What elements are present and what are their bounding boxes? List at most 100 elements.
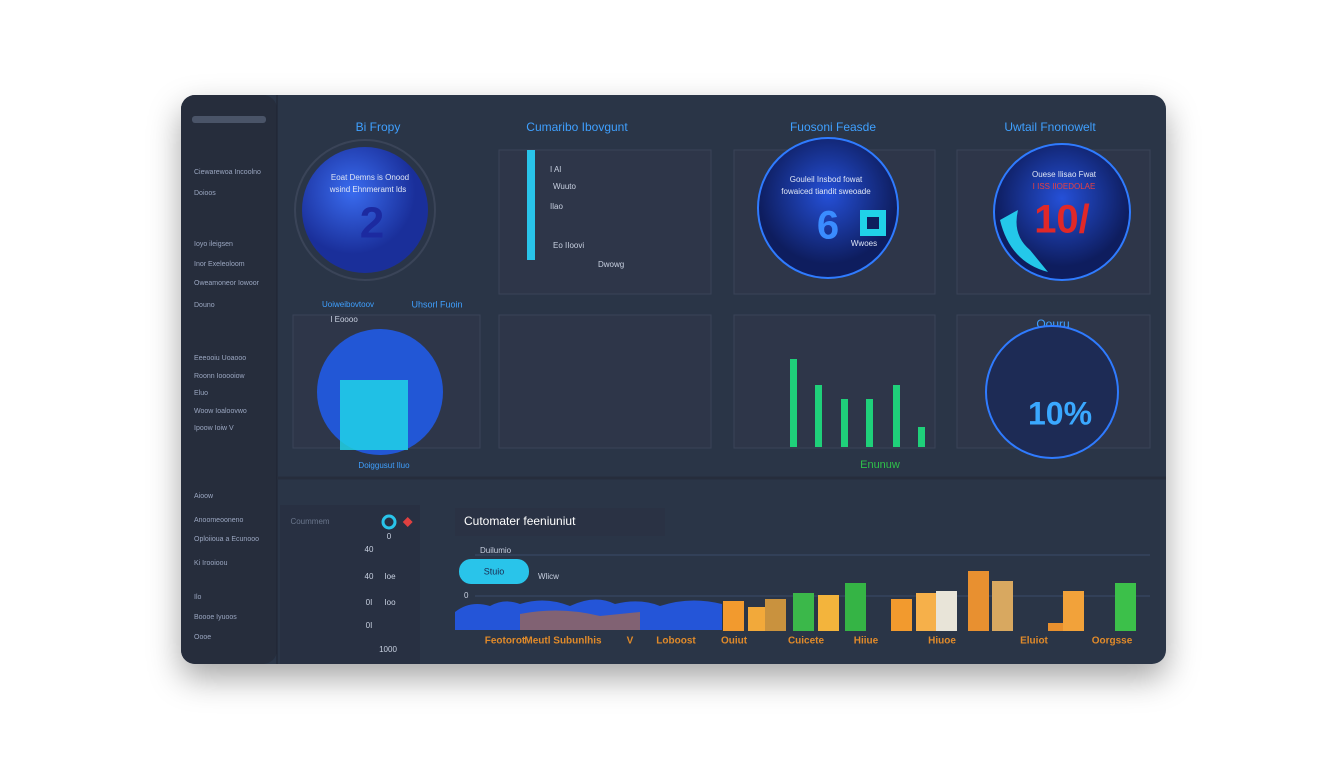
x-tick-label: Oorgsse [1092,636,1133,647]
bar [992,581,1013,631]
circle-text: fowaiced tiandit sweoade [781,187,871,196]
bar-chart [723,571,1136,631]
circle-text: Ouese Ilisao Fwat [1032,170,1097,179]
x-tick-label: V [627,636,634,647]
sidebar-items: Ciewarewoa Incoolno Doioos Ioyo ileigsen In… [194,169,261,641]
x-tick-label: Cuicete [788,636,825,647]
list-row: 1000 [379,645,397,654]
bar [1063,591,1084,631]
note: Doiggusut Iluo [358,461,410,470]
x-tick-label: Loboost [656,636,696,647]
button[interactable] [459,559,529,584]
sidebar-item: Doioos [194,190,216,197]
button-label[interactable]: Stuio [484,566,505,576]
panel-subtitle: Uhsorl Fuoin [411,299,462,309]
mini-bar-chart [790,359,925,447]
blocks [340,380,408,450]
list-item: Ilao [550,202,563,211]
sidebar-item: Ipoow Ioiw V [194,425,234,432]
sidebar-item: Ciewarewoa Incoolno [194,169,261,176]
legend: Duilumio [480,546,512,555]
bar [1115,583,1136,631]
bar [790,359,797,447]
list-panel [280,505,420,664]
list-row: 40 [365,572,374,581]
circle-text: wsind Ehnmeramt lds [329,185,406,194]
sidebar-item: Oploiioua a Ecunooo [194,536,259,543]
x-labels: Feotorot Meutl Subunlhis V Loboost Ouiut Cuic… [485,636,1133,647]
list-item: I Eoooo [330,315,358,324]
bar [845,583,866,631]
circle [993,143,1131,281]
chart-title: Cutomater feeniuniut [464,514,576,528]
panel-title: Uwtail Fnonowelt [1004,120,1096,134]
panel [733,314,936,449]
x-tick-label: Meutl Subunlhis [524,636,602,647]
panel [498,314,712,449]
sidebar-item: Roonn Iooooiow [194,373,246,380]
panel-title: Uoiweibovtoov [322,300,374,309]
big-value: 6 [817,204,839,248]
bar [918,427,925,447]
big-value: 10% [1028,395,1092,431]
icon [381,514,397,530]
logo [192,116,266,123]
bar [866,399,873,447]
sidebar-item: Eluo [194,390,208,397]
sidebar-item: Oooe [194,634,211,641]
bar [968,571,989,631]
sidebar-item: Woow Ioaloovwo [194,408,247,415]
bar [891,599,912,631]
list-item: Wuuto [553,182,577,191]
circle-text: I ISS IIOEDOLAE [1033,182,1096,191]
panel-title: Cumaribo Ibovgunt [526,120,628,134]
sidebar-item: Inor Exeleoloom [194,261,245,268]
bar [893,385,900,447]
axis-label: 0 [464,591,469,600]
sidebar-item: Boooe Iyuoos [194,614,237,621]
ring [294,139,436,281]
big-value: 10/ [1034,198,1090,242]
bar [916,593,937,631]
circle [757,137,899,279]
panel-title: Bi Fropy [356,120,401,134]
list-item: Dwowg [598,260,624,269]
bar [1048,623,1069,631]
list-item: I Al [550,165,561,174]
sidebar [181,95,277,664]
chart-label: Enunuw [860,459,900,471]
big-value: 2 [360,199,384,248]
sidebar-item: Anoomeooneno [194,517,244,524]
icon [402,517,413,527]
chart-header [455,508,665,536]
bar [723,601,744,631]
bar [815,385,822,447]
list-row: 0I [366,621,373,630]
x-tick-label: Feotorot [485,636,526,647]
note: Wwoes [851,239,877,248]
list-row: 0I [366,598,373,607]
splash [1000,210,1048,272]
sidebar-item: Ioyo ileigsen [194,241,233,248]
list-item: Eo IIoovi [553,241,584,250]
list-header: Coummem [290,517,329,526]
x-tick-label: Hiuoe [928,636,956,647]
list-row: Ioe [384,572,396,581]
list-row: Ioo [384,598,396,607]
list-row: 40 [365,545,374,554]
x-tick-label: Eluiot [1020,636,1048,647]
sidebar-item: Oweamoneor Iowoor [194,280,260,287]
circle-text: Gouleil Insbod fowat [790,175,863,184]
sidebar-item: Ki Irooioou [194,560,228,567]
stripe [527,150,535,260]
sidebar-item: Douno [194,302,215,309]
x-tick-label: Hiiue [854,636,879,647]
bar [765,599,786,631]
area [520,610,640,630]
list-row: 0 [387,532,392,541]
x-tick-label: Ouiut [721,636,748,647]
list: 0 40 Ioe 40 Ioo 0I 0I 1000 [365,532,398,654]
bar [841,399,848,447]
